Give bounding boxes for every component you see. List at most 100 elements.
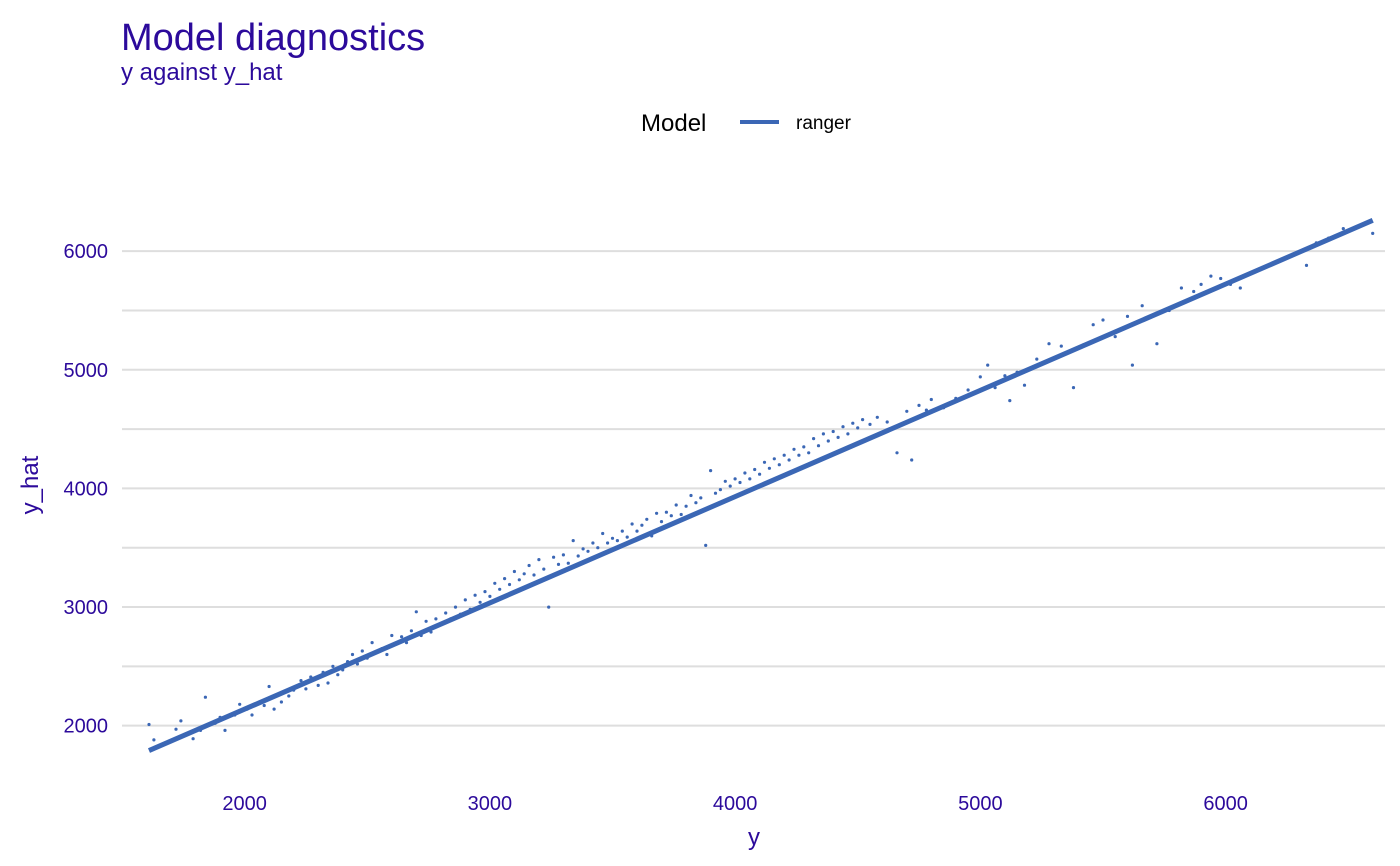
data-point-78 xyxy=(581,547,585,551)
data-point-75 xyxy=(566,561,570,565)
data-point-136 xyxy=(868,422,872,426)
data-point-44 xyxy=(414,610,418,614)
data-point-103 xyxy=(704,543,708,548)
data-point-31 xyxy=(350,652,355,657)
data-point-152 xyxy=(1008,399,1012,403)
data-point-172 xyxy=(1219,276,1223,281)
data-point-33 xyxy=(360,649,364,653)
data-point-113 xyxy=(753,467,757,472)
data-point-155 xyxy=(1035,357,1039,361)
data-point-93 xyxy=(655,511,659,515)
data-point-91 xyxy=(645,517,649,521)
data-point-58 xyxy=(483,590,487,594)
data-point-169 xyxy=(1192,289,1196,294)
data-point-15 xyxy=(262,703,266,708)
data-point-141 xyxy=(910,458,914,462)
data-point-11 xyxy=(238,702,242,706)
data-point-62 xyxy=(503,577,507,581)
data-point-80 xyxy=(591,541,595,545)
data-point-90 xyxy=(640,523,644,527)
data-point-13 xyxy=(250,713,254,717)
data-point-104 xyxy=(709,469,713,473)
data-point-138 xyxy=(885,420,889,424)
data-point-137 xyxy=(875,415,879,419)
data-point-48 xyxy=(434,617,438,621)
data-point-140 xyxy=(905,409,909,413)
data-point-111 xyxy=(743,471,747,475)
data-point-132 xyxy=(846,432,850,436)
data-point-122 xyxy=(797,453,801,457)
data-point-38 xyxy=(385,652,389,657)
data-point-127 xyxy=(821,432,826,436)
data-point-76 xyxy=(571,539,575,543)
data-point-22 xyxy=(304,687,308,691)
data-point-160 xyxy=(1091,323,1095,327)
data-point-72 xyxy=(552,555,556,559)
data-point-166 xyxy=(1155,342,1159,346)
data-point-97 xyxy=(674,503,678,507)
data-point-135 xyxy=(861,418,865,422)
fit-line-ranger xyxy=(147,218,1374,753)
data-point-154 xyxy=(1022,383,1027,387)
tick-labels: 2000 3000 4000 5000 6000 2000 3000 4000 5000 6000 xyxy=(64,241,1248,815)
data-point-16 xyxy=(267,684,271,689)
data-point-99 xyxy=(684,504,688,508)
data-point-125 xyxy=(812,437,816,441)
data-point-118 xyxy=(777,463,781,467)
x-tick-label-4000: 4000 xyxy=(713,793,758,815)
data-point-28 xyxy=(336,673,340,677)
data-point-98 xyxy=(679,512,683,517)
y-tick-label-2000: 2000 xyxy=(64,716,109,738)
data-point-89 xyxy=(635,529,639,533)
data-point-39 xyxy=(390,633,394,638)
y-tick-label-6000: 6000 xyxy=(64,241,109,263)
legend: Model ranger xyxy=(641,110,852,137)
data-point-17 xyxy=(272,707,276,711)
data-point-50 xyxy=(444,611,448,615)
data-point-148 xyxy=(978,375,982,379)
data-point-74 xyxy=(561,553,566,557)
data-point-109 xyxy=(733,477,737,481)
data-point-52 xyxy=(453,605,458,609)
data-point-123 xyxy=(802,445,806,449)
x-tick-label-6000: 6000 xyxy=(1203,793,1248,815)
data-point-171 xyxy=(1209,274,1213,278)
data-point-139 xyxy=(895,451,899,455)
legend-title: Model xyxy=(641,110,706,137)
data-point-108 xyxy=(728,484,732,488)
scatter-points xyxy=(147,227,1375,742)
data-point-54 xyxy=(463,598,467,602)
data-point-158 xyxy=(1071,386,1076,390)
data-point-131 xyxy=(841,425,845,429)
data-point-21 xyxy=(299,679,303,683)
data-point-27 xyxy=(331,664,335,669)
data-point-66 xyxy=(522,572,526,576)
data-point-174 xyxy=(1238,286,1242,290)
data-point-126 xyxy=(816,444,821,448)
x-tick-label-5000: 5000 xyxy=(958,793,1003,815)
data-point-9 xyxy=(223,728,227,733)
legend-label-ranger: ranger xyxy=(796,113,852,134)
data-point-73 xyxy=(556,562,561,567)
x-tick-label-2000: 2000 xyxy=(222,793,267,815)
data-point-87 xyxy=(625,535,629,539)
data-point-119 xyxy=(782,453,786,457)
data-point-94 xyxy=(659,520,664,524)
x-axis-title: y xyxy=(748,824,760,851)
data-point-6 xyxy=(203,695,207,699)
data-point-149 xyxy=(986,363,990,367)
fit-line-layer xyxy=(147,218,1374,753)
data-point-120 xyxy=(787,458,791,462)
data-point-0 xyxy=(147,722,151,727)
x-tick-label-3000: 3000 xyxy=(468,793,513,815)
data-point-156 xyxy=(1047,342,1051,346)
data-point-133 xyxy=(851,421,855,425)
data-point-26 xyxy=(326,681,330,685)
data-point-67 xyxy=(527,563,531,568)
data-point-161 xyxy=(1101,318,1105,322)
data-point-19 xyxy=(287,694,291,698)
data-point-64 xyxy=(512,569,517,574)
data-point-114 xyxy=(758,472,762,476)
data-point-24 xyxy=(316,683,320,688)
